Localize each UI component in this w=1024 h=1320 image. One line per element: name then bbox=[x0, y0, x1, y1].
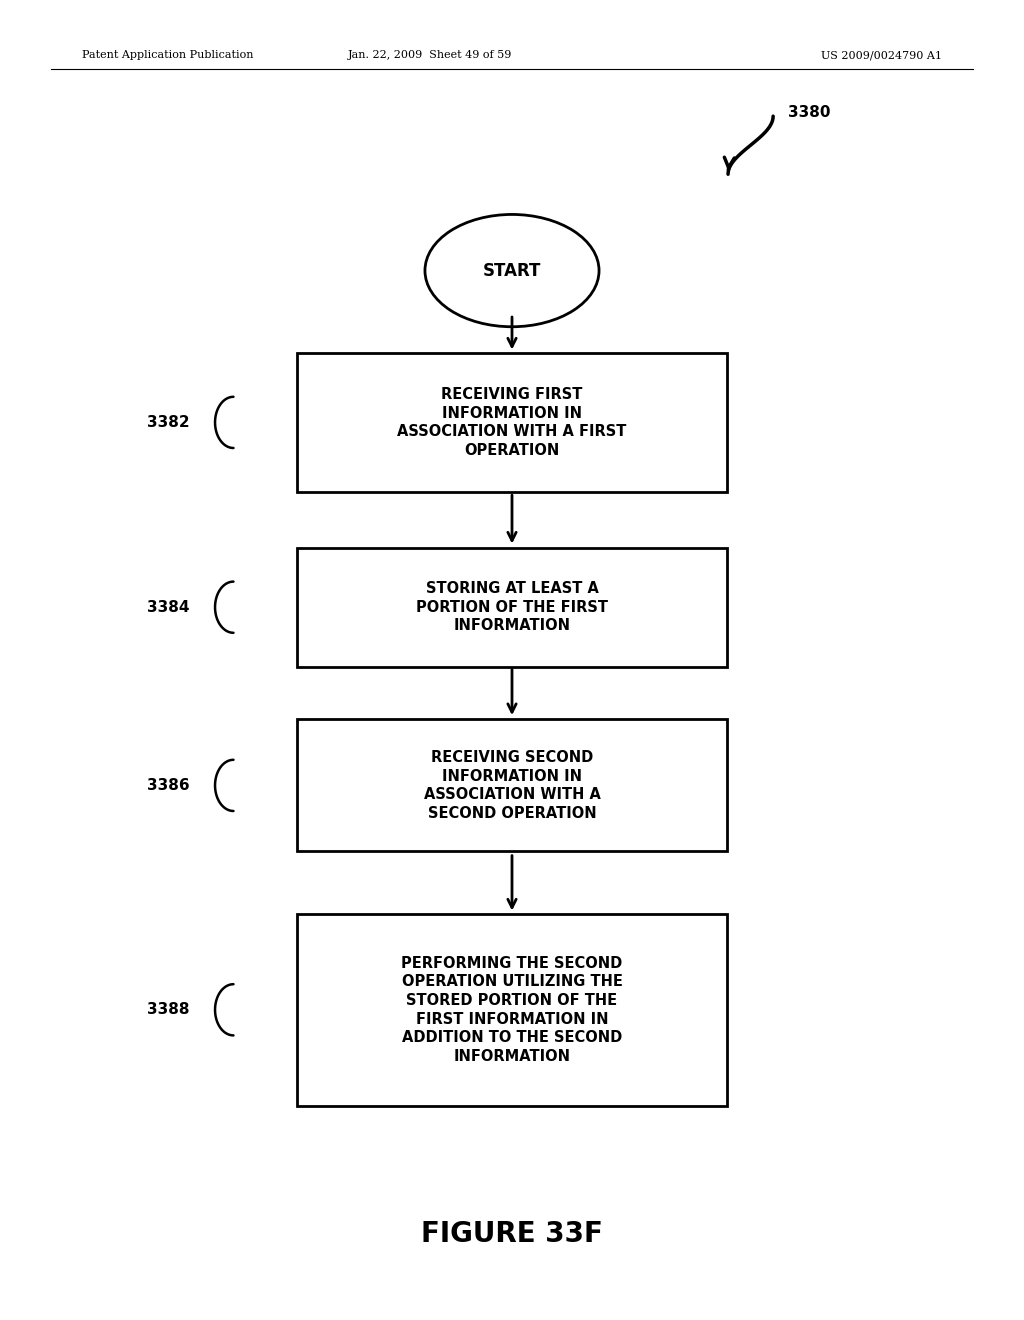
Text: US 2009/0024790 A1: US 2009/0024790 A1 bbox=[821, 50, 942, 61]
Text: Jan. 22, 2009  Sheet 49 of 59: Jan. 22, 2009 Sheet 49 of 59 bbox=[348, 50, 512, 61]
FancyBboxPatch shape bbox=[297, 548, 727, 667]
Text: 3384: 3384 bbox=[146, 599, 189, 615]
FancyBboxPatch shape bbox=[297, 719, 727, 851]
Text: Patent Application Publication: Patent Application Publication bbox=[82, 50, 253, 61]
Text: RECEIVING FIRST
INFORMATION IN
ASSOCIATION WITH A FIRST
OPERATION: RECEIVING FIRST INFORMATION IN ASSOCIATI… bbox=[397, 387, 627, 458]
Text: RECEIVING SECOND
INFORMATION IN
ASSOCIATION WITH A
SECOND OPERATION: RECEIVING SECOND INFORMATION IN ASSOCIAT… bbox=[424, 750, 600, 821]
Text: 3382: 3382 bbox=[146, 414, 189, 430]
Text: START: START bbox=[482, 261, 542, 280]
Text: FIGURE 33F: FIGURE 33F bbox=[421, 1220, 603, 1249]
Text: 3380: 3380 bbox=[788, 104, 831, 120]
FancyBboxPatch shape bbox=[297, 352, 727, 491]
Text: PERFORMING THE SECOND
OPERATION UTILIZING THE
STORED PORTION OF THE
FIRST INFORM: PERFORMING THE SECOND OPERATION UTILIZIN… bbox=[401, 956, 623, 1064]
Ellipse shape bbox=[425, 214, 599, 327]
Text: 3388: 3388 bbox=[146, 1002, 189, 1018]
Text: 3386: 3386 bbox=[146, 777, 189, 793]
Text: STORING AT LEAST A
PORTION OF THE FIRST
INFORMATION: STORING AT LEAST A PORTION OF THE FIRST … bbox=[416, 581, 608, 634]
FancyBboxPatch shape bbox=[297, 913, 727, 1106]
